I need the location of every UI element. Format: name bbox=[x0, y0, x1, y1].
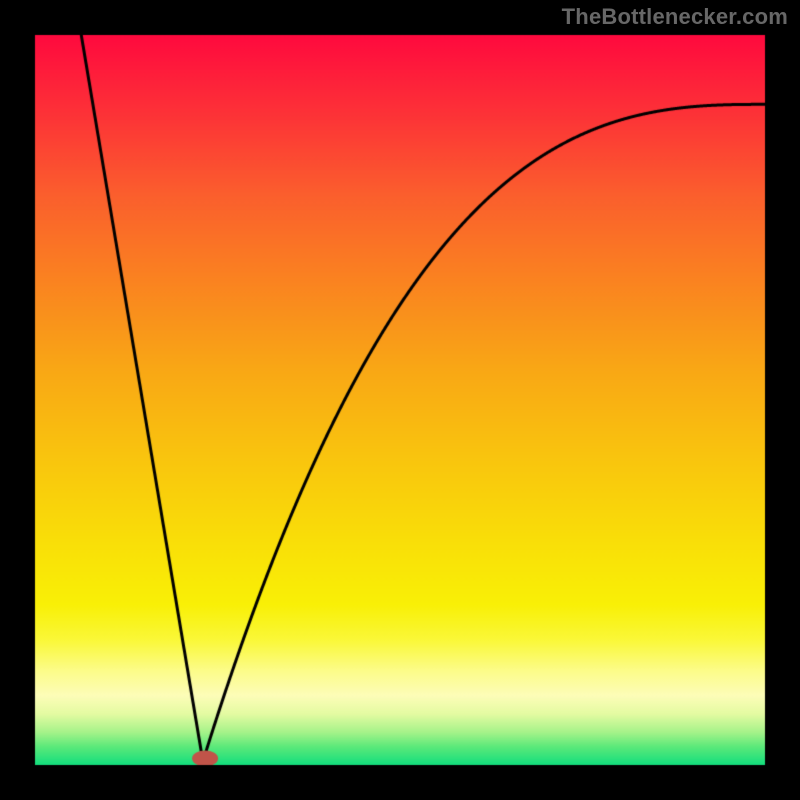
bottleneck-chart bbox=[0, 0, 800, 800]
